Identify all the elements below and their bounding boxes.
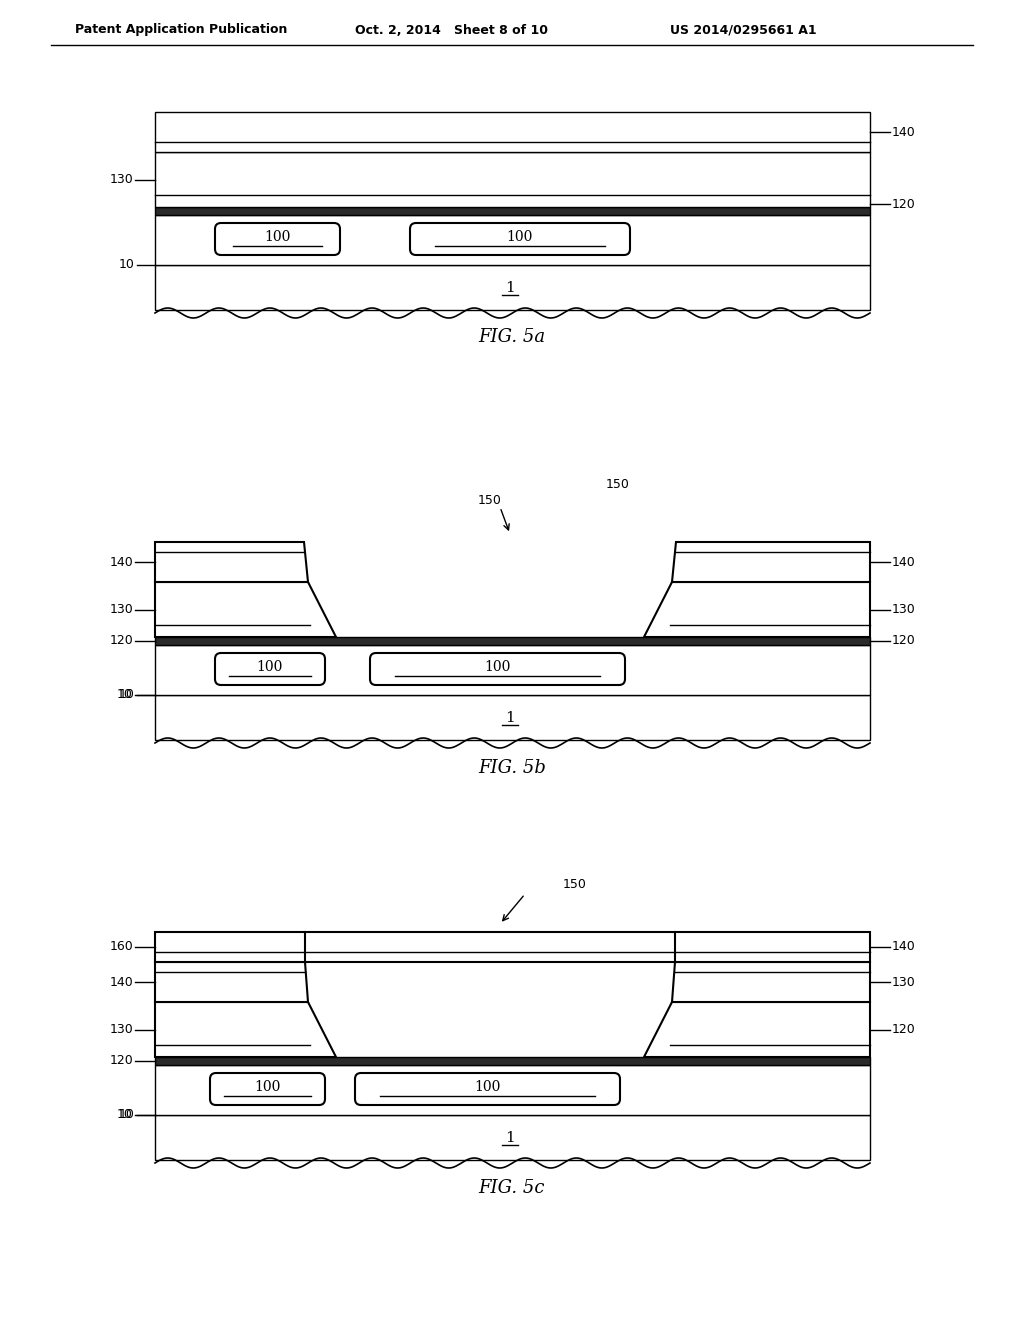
Text: 1: 1: [505, 710, 515, 725]
Text: 1: 1: [505, 281, 515, 294]
Polygon shape: [155, 582, 336, 638]
Text: Oct. 2, 2014   Sheet 8 of 10: Oct. 2, 2014 Sheet 8 of 10: [355, 24, 548, 37]
Text: FIG. 5b: FIG. 5b: [478, 759, 546, 777]
Text: 120: 120: [892, 1023, 915, 1036]
Polygon shape: [155, 152, 870, 207]
Text: 1: 1: [505, 1130, 515, 1144]
Polygon shape: [155, 207, 870, 215]
FancyBboxPatch shape: [215, 223, 340, 255]
Text: 140: 140: [892, 940, 915, 953]
Text: 120: 120: [110, 635, 133, 648]
Text: 130: 130: [892, 603, 915, 616]
Text: 10: 10: [119, 689, 135, 701]
Polygon shape: [644, 582, 870, 638]
Text: Patent Application Publication: Patent Application Publication: [75, 24, 288, 37]
Text: 130: 130: [110, 173, 133, 186]
Text: 100: 100: [254, 1080, 281, 1094]
Text: 10: 10: [119, 1109, 135, 1122]
Text: 120: 120: [892, 198, 915, 210]
Text: 130: 130: [892, 975, 915, 989]
Text: 150: 150: [478, 494, 502, 507]
Polygon shape: [155, 265, 870, 310]
Text: 100: 100: [474, 1080, 501, 1094]
Polygon shape: [155, 215, 870, 265]
Polygon shape: [155, 1065, 870, 1115]
Text: 150: 150: [563, 878, 587, 891]
FancyBboxPatch shape: [210, 1073, 325, 1105]
Polygon shape: [672, 543, 870, 582]
Polygon shape: [644, 1002, 870, 1057]
Text: 130: 130: [110, 1023, 133, 1036]
Text: 120: 120: [892, 635, 915, 648]
Polygon shape: [155, 638, 870, 645]
FancyBboxPatch shape: [410, 223, 630, 255]
Polygon shape: [155, 696, 870, 741]
Text: 140: 140: [110, 556, 133, 569]
Text: 100: 100: [507, 230, 534, 244]
Text: 100: 100: [264, 230, 291, 244]
Text: FIG. 5a: FIG. 5a: [478, 327, 546, 346]
Text: 140: 140: [892, 125, 915, 139]
Text: 160: 160: [110, 940, 133, 953]
Text: US 2014/0295661 A1: US 2014/0295661 A1: [670, 24, 816, 37]
FancyBboxPatch shape: [370, 653, 625, 685]
Polygon shape: [155, 543, 308, 582]
Polygon shape: [155, 932, 870, 962]
FancyBboxPatch shape: [215, 653, 325, 685]
Text: 150: 150: [606, 478, 630, 491]
Text: 120: 120: [110, 1055, 133, 1068]
Polygon shape: [672, 962, 870, 1002]
Text: 10: 10: [117, 1109, 133, 1122]
Polygon shape: [155, 962, 308, 1002]
Text: 100: 100: [257, 660, 284, 675]
FancyBboxPatch shape: [355, 1073, 620, 1105]
Text: 100: 100: [484, 660, 511, 675]
Text: 10: 10: [119, 259, 135, 272]
Polygon shape: [155, 1115, 870, 1160]
Text: FIG. 5c: FIG. 5c: [479, 1179, 545, 1197]
Polygon shape: [155, 1057, 870, 1065]
Text: 140: 140: [892, 556, 915, 569]
Text: 140: 140: [110, 975, 133, 989]
Text: 130: 130: [110, 603, 133, 616]
Text: 10: 10: [117, 689, 133, 701]
Polygon shape: [155, 645, 870, 696]
Polygon shape: [155, 112, 870, 152]
Polygon shape: [155, 1002, 336, 1057]
